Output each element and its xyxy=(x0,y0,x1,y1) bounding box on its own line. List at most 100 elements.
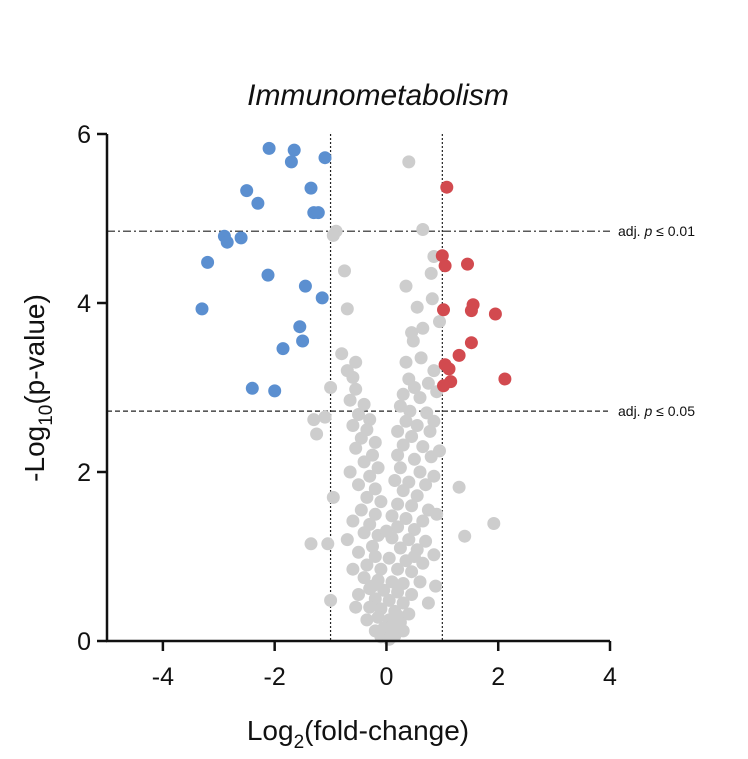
data-point-ns xyxy=(407,452,421,466)
data-point-ns xyxy=(307,413,321,427)
data-point-down xyxy=(245,381,259,395)
data-point-ns xyxy=(349,600,363,614)
data-point-ns xyxy=(368,435,382,449)
data-point-down xyxy=(276,342,290,356)
data-point-ns xyxy=(410,300,424,314)
data-point-up xyxy=(452,348,466,362)
data-point-ns xyxy=(374,495,388,509)
data-point-down xyxy=(240,184,254,198)
data-point-ns xyxy=(343,393,357,407)
data-point-ns xyxy=(391,497,405,511)
data-point-ns xyxy=(407,381,421,394)
chart-title: Immunometabolism xyxy=(247,79,509,112)
x-tick-label: -4 xyxy=(152,663,174,691)
data-point-down xyxy=(234,231,248,245)
data-point-down xyxy=(268,384,282,398)
data-point-ns xyxy=(354,503,368,517)
data-point-ns xyxy=(396,596,410,610)
data-point-down xyxy=(201,255,215,269)
data-point-ns xyxy=(391,424,405,438)
data-point-down xyxy=(261,268,275,282)
data-point-ns xyxy=(424,266,438,280)
data-point-ns xyxy=(433,444,446,458)
data-point-ns xyxy=(391,562,405,576)
data-point-ns xyxy=(416,440,430,454)
data-point-ns xyxy=(352,588,365,601)
threshold-labels: adj. p ≤ 0.01 adj. p ≤ 0.05 xyxy=(618,223,695,419)
data-point-ns xyxy=(425,292,439,306)
data-point-ns xyxy=(421,596,435,610)
data-point-ns xyxy=(393,399,407,413)
y-tick-label: 6 xyxy=(77,121,91,149)
data-point-down xyxy=(311,206,325,220)
y-tick-label: 0 xyxy=(77,628,91,656)
data-point-up xyxy=(437,379,450,393)
data-point-ns xyxy=(388,474,402,487)
data-point-ns xyxy=(393,541,407,555)
data-point-ns xyxy=(346,370,360,384)
data-point-ns xyxy=(310,427,324,441)
data-point-ns xyxy=(371,461,385,475)
data-point-ns xyxy=(382,632,396,646)
data-point-ns xyxy=(413,391,427,405)
data-point-ns xyxy=(357,526,371,540)
data-point-down xyxy=(304,181,318,195)
data-point-ns xyxy=(458,529,472,543)
data-point-ns xyxy=(377,583,391,597)
data-point-ns xyxy=(413,465,427,479)
data-point-ns xyxy=(346,514,360,528)
data-point-ns xyxy=(360,490,374,504)
data-point-ns xyxy=(340,533,354,547)
data-point-ns xyxy=(419,534,433,548)
data-point-up xyxy=(464,304,478,318)
data-point-ns xyxy=(399,279,413,293)
data-point-ns xyxy=(354,431,368,445)
data-point-up xyxy=(488,307,502,321)
y-tick-label: 2 xyxy=(77,459,91,487)
data-point-ns xyxy=(385,575,399,589)
data-point-ns xyxy=(405,430,419,443)
data-point-ns xyxy=(366,579,379,593)
y-axis-title: -Log10(p-value) xyxy=(19,294,57,482)
data-point-ns xyxy=(430,507,444,521)
data-point-ns xyxy=(396,438,410,452)
data-point-up xyxy=(498,372,512,386)
data-point-ns xyxy=(352,478,365,492)
data-point-ns xyxy=(391,585,405,599)
data-point-ns xyxy=(318,410,332,424)
data-point-ns xyxy=(343,465,357,479)
data-point-ns xyxy=(304,537,318,551)
x-tick-label: 4 xyxy=(603,663,617,691)
data-point-ns xyxy=(382,551,396,565)
data-point-ns xyxy=(405,499,419,513)
data-point-up xyxy=(461,257,474,271)
data-point-up xyxy=(435,249,449,263)
data-point-ns xyxy=(335,347,349,361)
data-point-ns xyxy=(349,382,363,396)
x-axis-title: Log2(fold-change) xyxy=(247,715,469,753)
data-point-ns xyxy=(324,593,338,607)
data-point-ns xyxy=(357,455,371,469)
data-point-ns xyxy=(346,419,360,432)
data-point-ns xyxy=(368,550,382,563)
data-point-up xyxy=(464,336,478,350)
data-point-ns xyxy=(396,484,410,498)
data-point-ns xyxy=(340,302,354,316)
data-point-ns xyxy=(391,609,405,623)
data-point-ns xyxy=(346,562,360,576)
data-points xyxy=(195,141,512,646)
data-point-up xyxy=(442,362,456,376)
data-point-ns xyxy=(374,562,388,576)
data-point-down xyxy=(284,155,298,169)
data-point-ns xyxy=(352,408,365,421)
data-point-ns xyxy=(405,565,419,579)
data-point-up xyxy=(437,303,450,317)
data-point-ns xyxy=(368,507,382,521)
data-point-ns xyxy=(416,514,430,528)
y-tick-label: 4 xyxy=(77,290,91,318)
data-point-down xyxy=(293,320,307,334)
data-point-ns xyxy=(382,593,396,607)
data-point-ns xyxy=(399,512,413,525)
data-point-ns xyxy=(391,448,405,462)
